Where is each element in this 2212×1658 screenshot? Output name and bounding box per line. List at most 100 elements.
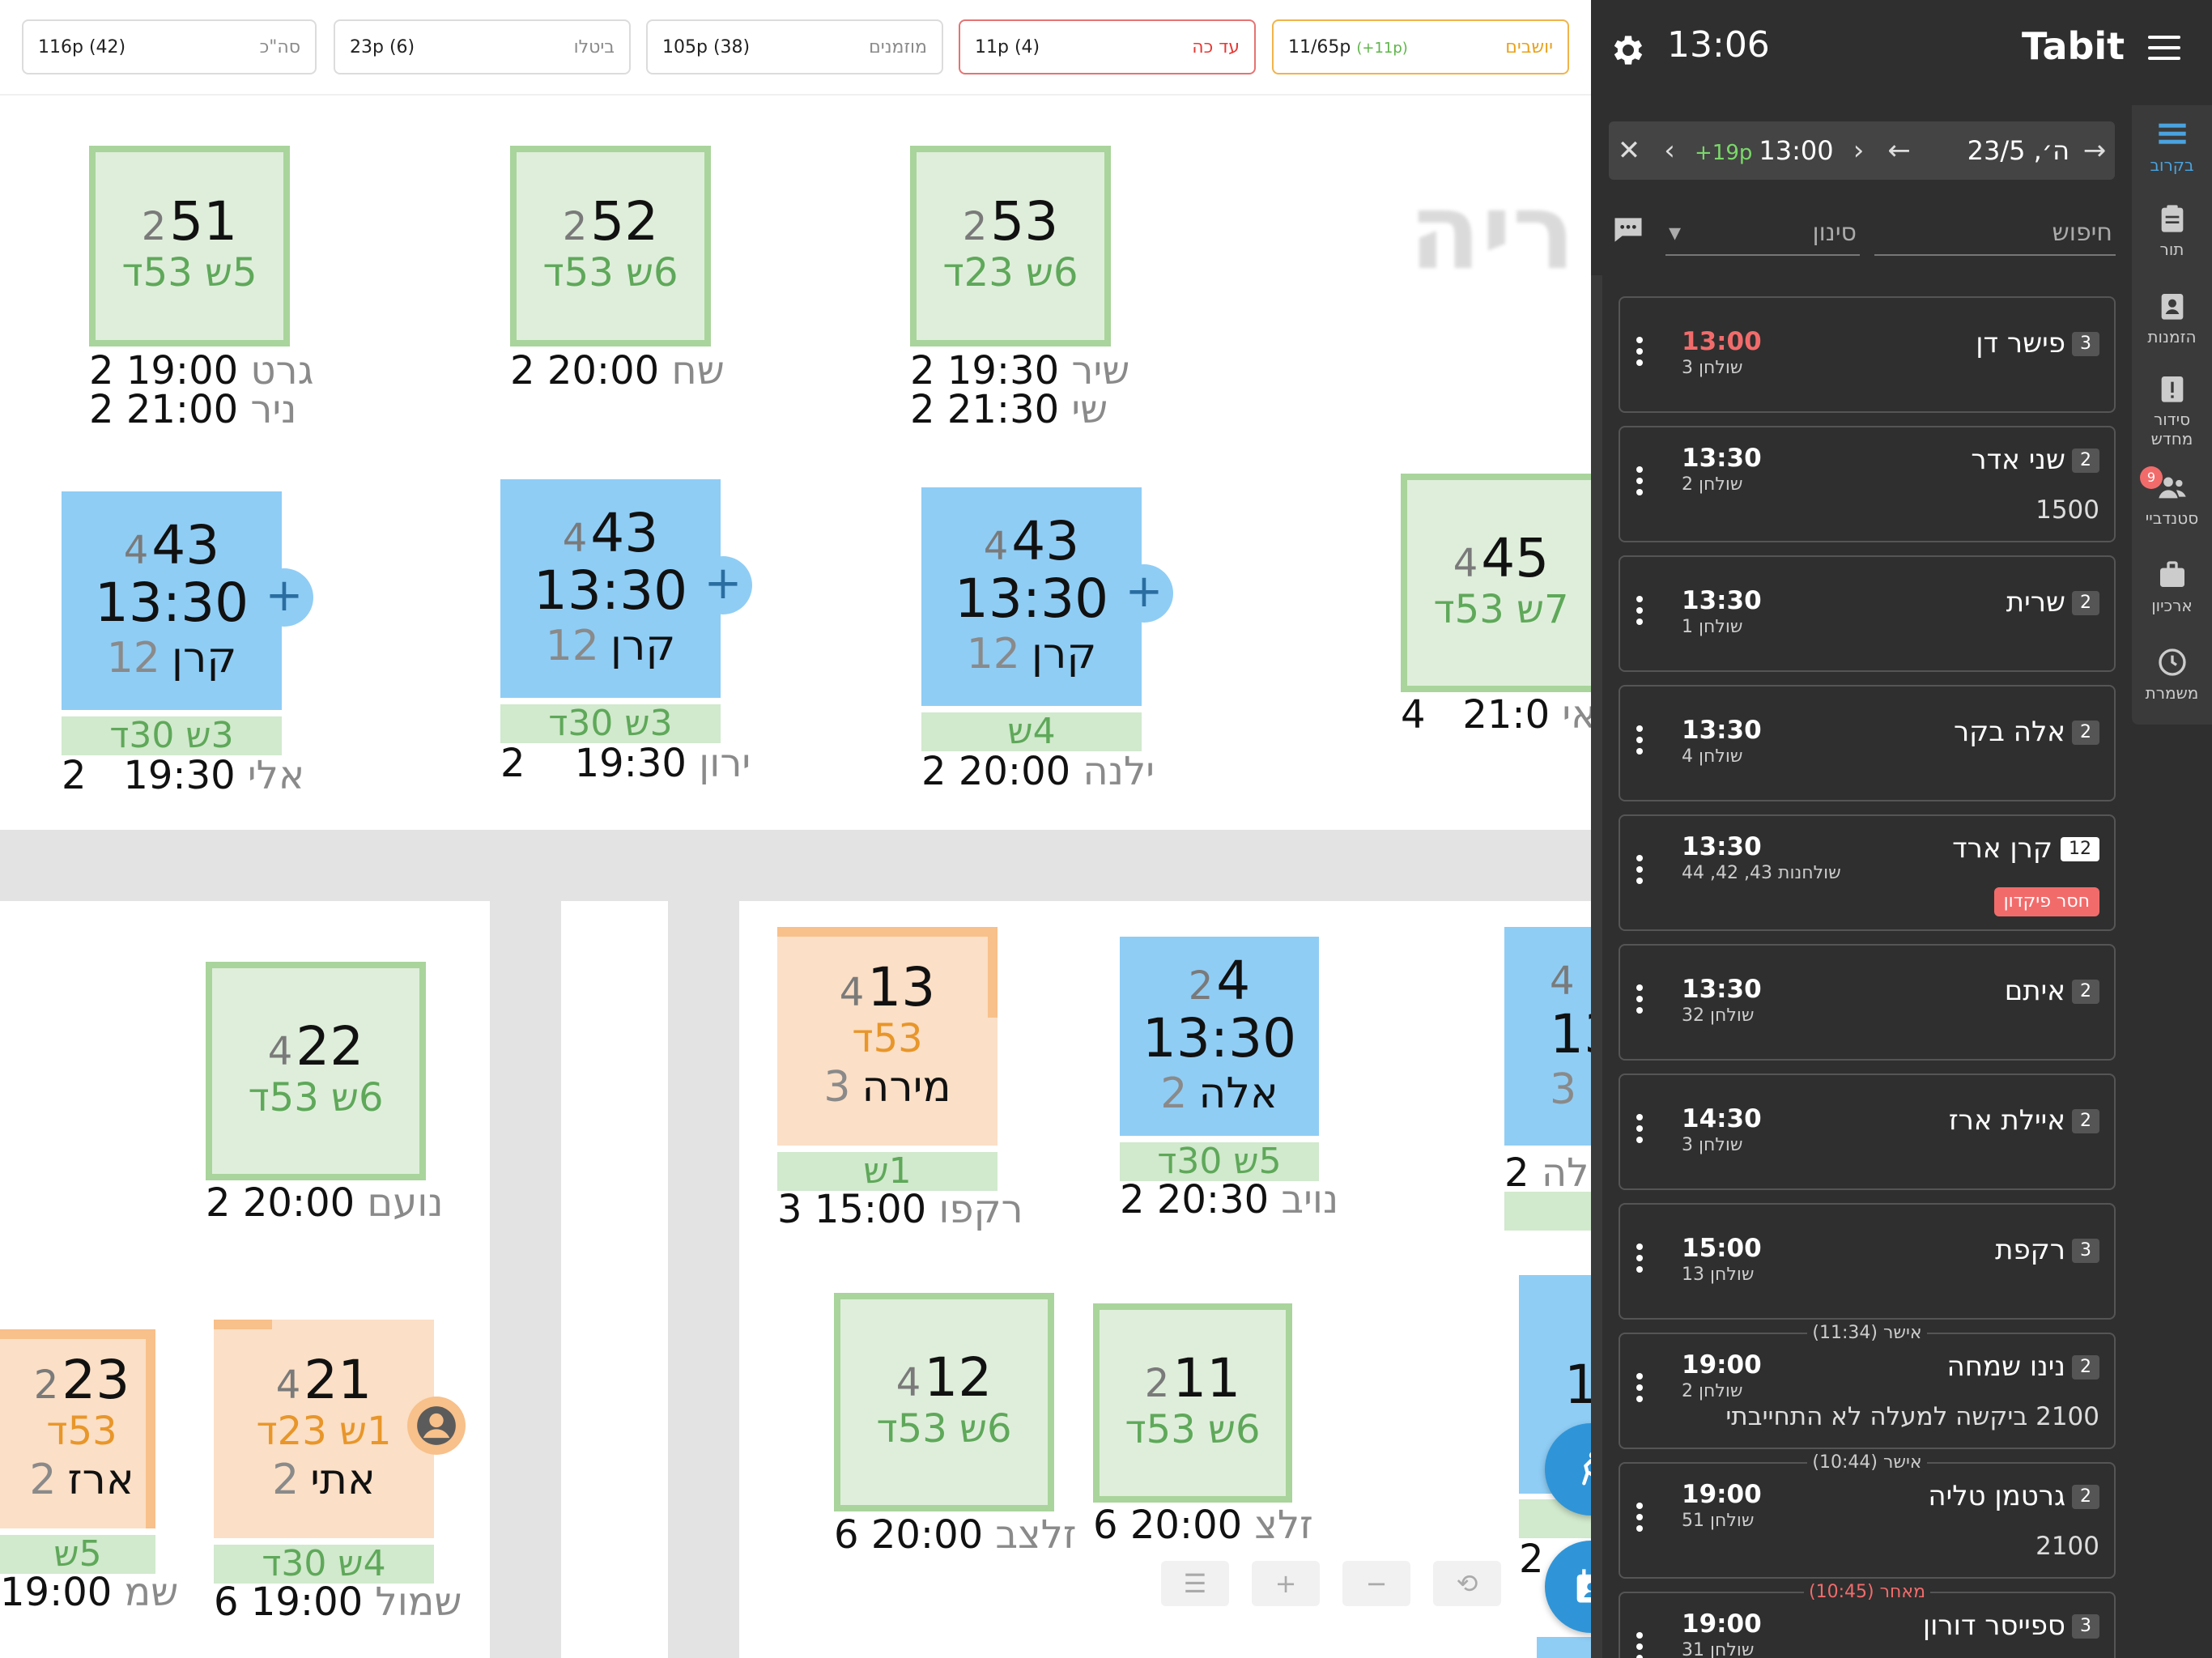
reservation-line[interactable]: 2 שח 20:00 (510, 350, 725, 393)
more-options-icon[interactable] (1636, 855, 1643, 889)
close-icon[interactable]: ✕ (1617, 134, 1641, 167)
reservation-card[interactable]: 14:30 שולחן 3 איילת ארז 2 (1619, 1073, 2116, 1190)
table-51[interactable]: 2 51 5ש 53ד (89, 146, 290, 346)
table-partial-right[interactable]: 4 13 3 (1504, 927, 1591, 1146)
zoom-out-button[interactable]: − (1342, 1561, 1410, 1606)
reservation-card[interactable]: 15:00 שולחן 13 רקפת 3 (1619, 1203, 2116, 1320)
table-guest: ארז 2 (29, 1456, 134, 1504)
scrollbar[interactable] (1591, 275, 1602, 1658)
nav-standby[interactable]: 9 סטנדביי (2132, 466, 2212, 528)
table-corner-accent (777, 927, 998, 937)
people-icon (2158, 477, 2186, 499)
zoom-in-button[interactable]: + (1252, 1561, 1320, 1606)
more-options-icon[interactable] (1636, 1114, 1643, 1148)
chat-icon[interactable] (1609, 212, 1648, 248)
reservation-card[interactable]: 13:00 שולחן 3 פישר דן 3 (1619, 296, 2116, 413)
guest-count: 3 (1550, 1065, 1577, 1114)
table-52[interactable]: 2 52 6ש 53ד (510, 146, 711, 346)
reservation-line[interactable]: 2 גרט 19:00 (89, 350, 313, 393)
more-options-icon[interactable] (1636, 596, 1643, 630)
stat-value: 11p (4) (975, 36, 1040, 57)
table-53[interactable]: 2 53 6ש 23ד (910, 146, 1111, 346)
stat-invited[interactable]: 105p (38) מוזמנים (646, 19, 943, 74)
reservation-line[interactable]: 2 שי 21:30 (910, 389, 1108, 432)
reservation-card[interactable]: 13:30 שולחן 1 שרית 2 (1619, 555, 2116, 672)
table-45[interactable]: 4 45 7ש 53ד (1401, 474, 1591, 692)
table-21[interactable]: 4 21 1ש 23ד אתי 2 (214, 1320, 434, 1538)
new-reservation-button[interactable] (1545, 1541, 1591, 1633)
gear-icon[interactable] (1609, 31, 1648, 70)
table-43-b[interactable]: 4 43 13:30 קרן 12 (500, 479, 721, 698)
search-input[interactable]: חיפוש (1874, 210, 2116, 256)
add-guest-button[interactable]: + (255, 568, 313, 627)
reservation-line[interactable]: 2 נועם 20:00 (206, 1182, 444, 1225)
more-options-icon[interactable] (1636, 1632, 1643, 1658)
more-options-icon[interactable] (1636, 984, 1643, 1018)
reservation-card[interactable]: 13:30 שולחן 4 אלה בקר 2 (1619, 685, 2116, 801)
slot-time[interactable]: +19p 13:00 (1695, 135, 1834, 166)
table-13[interactable]: 4 13 53ד מירה 3 (777, 927, 998, 1146)
reservation-line[interactable]: 6 זלצב 20:00 (834, 1514, 1077, 1557)
add-guest-button[interactable]: + (694, 556, 752, 614)
arrow-left-icon[interactable]: ← (1887, 134, 1911, 167)
hamburger-menu-icon[interactable] (2148, 36, 2180, 62)
nav-queue[interactable]: תור (2132, 202, 2212, 259)
reservation-line[interactable]: שמ 19:00 (0, 1571, 178, 1614)
reservation-line[interactable]: 2 שיר 19:30 (910, 350, 1129, 393)
reservation-line[interactable]: 6 זלצ 20:00 (1093, 1504, 1313, 1547)
current-time: 13:06 (1667, 24, 1770, 66)
reservation-line[interactable]: 2 ילה (1504, 1152, 1591, 1195)
person-icon (417, 1406, 456, 1445)
more-options-icon[interactable] (1636, 1503, 1643, 1537)
filter-dropdown[interactable]: ▾ סינון (1665, 210, 1860, 256)
nav-rearrange[interactable]: סידור מחדש (2132, 372, 2212, 449)
table-11[interactable]: 2 11 6ש 53ד (1093, 1303, 1292, 1503)
reservation-card[interactable]: 13:30 שולחנות 43, 42, 44 קרן ארד 12 חסר … (1619, 814, 2116, 931)
stat-so-far[interactable]: 11p (4) עד כה (959, 19, 1256, 74)
table-43-c[interactable]: 4 43 13:30 קרן 12 (921, 487, 1142, 706)
more-options-icon[interactable] (1636, 1244, 1643, 1278)
table-status: 6ש 23ד (942, 250, 1078, 295)
table-43-a[interactable]: 4 43 13:30 קרן 12 (62, 491, 282, 710)
arrow-right-icon[interactable]: → (2082, 134, 2107, 167)
avatar-icon[interactable] (407, 1397, 466, 1455)
chevron-right-icon[interactable]: › (1853, 134, 1865, 167)
reservation-line[interactable]: 2 (1519, 1538, 1544, 1581)
reservation-line[interactable]: 6 שמול 19:00 (214, 1581, 462, 1624)
nav-upcoming[interactable]: בקרוב (2132, 118, 2212, 175)
add-guest-button[interactable]: + (1115, 564, 1173, 623)
nav-reservations[interactable]: הזמנות (2132, 290, 2212, 346)
reservation-line[interactable]: 2 ילנה 20:00 (921, 750, 1155, 793)
res-name: אלי (247, 753, 305, 798)
more-options-icon[interactable] (1636, 337, 1643, 371)
reservation-line[interactable]: 2 ירון 19:30 (500, 742, 751, 785)
reservation-card[interactable]: 13:30 שולחן 32 איתם 2 (1619, 944, 2116, 1061)
reservation-line[interactable]: 2 אלי 19:30 (62, 755, 304, 797)
more-options-icon[interactable] (1636, 1373, 1643, 1407)
reservation-card[interactable]: אישר (11:34) 19:00 שולחן 2 נינו שמחה 2 2… (1619, 1323, 2116, 1449)
table-23[interactable]: 2 23 53ד ארז 2 (0, 1329, 155, 1528)
reservation-line[interactable]: 4 מאי 21:0 (1401, 694, 1591, 737)
chevron-left-icon[interactable]: ‹ (1664, 134, 1675, 167)
more-options-icon[interactable] (1636, 466, 1643, 500)
reservation-card[interactable]: מאחר (10:45) 19:00 שולחן 31 ספייסר דורון… (1619, 1582, 2116, 1658)
nav-shift[interactable]: משמרת (2132, 646, 2212, 703)
reservation-line[interactable]: 2 ניר 21:00 (89, 389, 296, 432)
table-12[interactable]: 4 12 6ש 53ד (834, 1293, 1054, 1511)
reservation-card[interactable]: 13:30 שולחן 2 שני אדר 2 1500 (1619, 426, 2116, 542)
res-time: 19:00 (250, 1579, 364, 1625)
reset-view-button[interactable]: ⟲ (1433, 1561, 1501, 1606)
reservation-line[interactable]: 2 נויב 20:30 (1120, 1179, 1338, 1222)
stat-total[interactable]: 116p (42) סה"כ (22, 19, 317, 74)
current-date[interactable]: ה׳, 23/5 (1967, 135, 2069, 166)
stat-seated[interactable]: 11/65p (+11p) יושבים (1272, 19, 1569, 74)
table-22[interactable]: 4 22 6ש 53ד (206, 962, 426, 1180)
more-options-icon[interactable] (1636, 725, 1643, 759)
stat-cancelled[interactable]: 23p (6) ביטלו (334, 19, 631, 74)
nav-archive[interactable]: ארכיון (2132, 559, 2212, 615)
reservation-card[interactable]: אישר (10:44) 19:00 שולחן 51 גרטמן טליה 2… (1619, 1452, 2116, 1579)
list-view-button[interactable]: ☰ (1161, 1561, 1229, 1606)
table-capacity: 4 (562, 516, 588, 562)
reservation-line[interactable]: 3 רקפו 15:00 (777, 1188, 1023, 1231)
